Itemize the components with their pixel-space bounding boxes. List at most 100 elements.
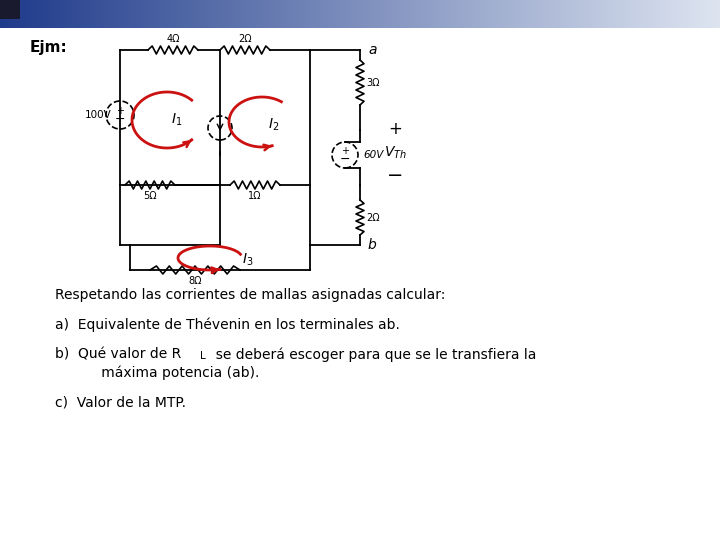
Bar [65,0,66,28]
Bar [576,0,577,28]
Bar [511,0,512,28]
Bar [144,0,145,28]
Bar [133,0,134,28]
Bar [374,0,375,28]
Bar [258,0,259,28]
Bar [11,0,12,28]
Bar [432,0,433,28]
Bar [212,0,213,28]
Bar [18,0,19,28]
Bar [129,0,130,28]
Bar [265,0,266,28]
Bar [160,0,161,28]
Bar [137,0,138,28]
Bar [612,0,613,28]
Bar [39,0,40,28]
Bar [290,0,291,28]
Bar [181,0,182,28]
Bar [691,0,692,28]
Bar [564,0,565,28]
Bar [70,0,71,28]
Bar [219,0,220,28]
Bar [208,0,209,28]
Bar [303,0,304,28]
Bar [449,0,450,28]
Bar [384,0,385,28]
Bar [268,0,269,28]
Bar [539,0,540,28]
Bar [159,0,160,28]
Bar [547,0,548,28]
Bar [678,0,679,28]
Bar [186,0,187,28]
Bar [102,0,103,28]
Bar [209,0,210,28]
Bar [604,0,605,28]
Bar [77,0,78,28]
Bar [287,0,288,28]
Bar [200,0,201,28]
Bar [433,0,434,28]
Bar [55,0,56,28]
Bar [440,0,441,28]
Bar [97,0,98,28]
Bar [364,0,365,28]
Bar [217,0,218,28]
Bar [387,0,388,28]
Bar [375,0,376,28]
Bar [315,0,316,28]
Bar [21,0,22,28]
Bar [325,0,326,28]
Bar [243,0,244,28]
Bar [472,0,473,28]
Bar [458,0,459,28]
Bar [425,0,426,28]
Bar [504,0,505,28]
Bar [569,0,570,28]
Text: $I_3$: $I_3$ [242,252,253,268]
Bar [483,0,484,28]
Bar [43,0,44,28]
Bar [554,0,555,28]
Bar [250,0,251,28]
Bar [147,0,148,28]
Bar [642,0,643,28]
Bar [353,0,354,28]
Bar [275,0,276,28]
Bar [237,0,238,28]
Bar [171,0,172,28]
Bar [166,0,167,28]
Bar [652,0,653,28]
Bar [90,0,91,28]
Bar [224,0,225,28]
Bar [582,0,583,28]
Bar [464,0,465,28]
Bar [399,0,400,28]
Bar [273,0,274,28]
Text: 3Ω: 3Ω [366,78,379,88]
Bar [363,0,364,28]
Bar [543,0,544,28]
Bar [544,0,545,28]
Bar [40,0,41,28]
Bar [120,0,121,28]
Bar [385,0,386,28]
Bar [13,0,14,28]
Bar [178,0,179,28]
Bar [396,0,397,28]
Bar [85,0,86,28]
Bar [522,0,523,28]
Bar [493,0,494,28]
Bar [246,0,247,28]
Bar [552,0,553,28]
Bar [485,0,486,28]
Bar [608,0,609,28]
Bar [715,0,716,28]
Bar [33,0,34,28]
Bar [68,0,69,28]
Bar [702,0,703,28]
Bar [526,0,527,28]
Bar [581,0,582,28]
Bar [1,0,2,28]
Bar [627,0,628,28]
